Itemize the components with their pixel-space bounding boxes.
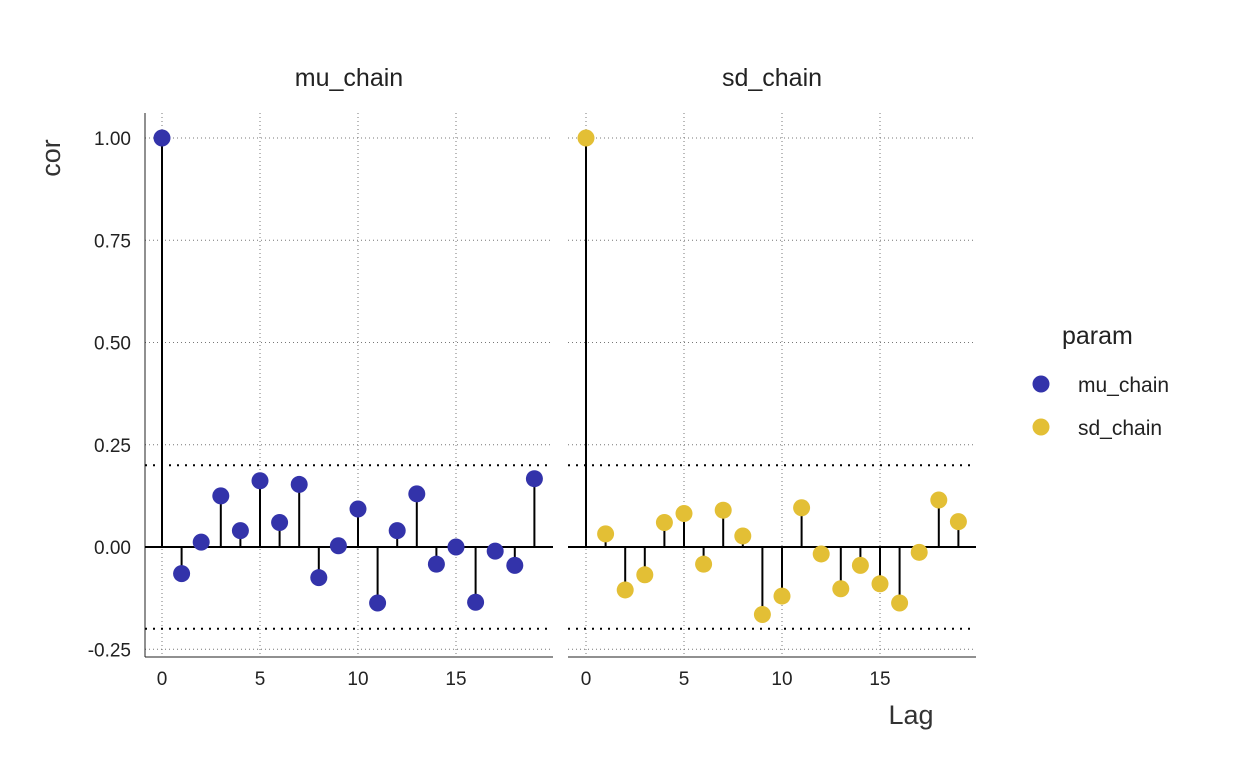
- acf-point: [597, 525, 615, 543]
- panel-title: sd_chain: [722, 64, 822, 92]
- acf-point: [793, 499, 811, 517]
- x-tick-label: 15: [445, 669, 466, 690]
- panel-sd_chain: 0 5 10 15 sd_chain: [568, 64, 976, 690]
- acf-point: [577, 129, 595, 147]
- facet-panels: 0 5 10 15 mu_chain 0 5 10 15 sd_chain: [144, 64, 976, 690]
- acf-point: [290, 475, 308, 493]
- acf-point: [871, 575, 889, 593]
- legend: param mu_chain sd_chain: [1032, 322, 1169, 440]
- acf-point: [231, 522, 249, 540]
- panel-mu_chain: 0 5 10 15 mu_chain: [144, 64, 553, 690]
- legend-label: mu_chain: [1078, 374, 1169, 397]
- acf-point: [173, 565, 191, 583]
- acf-point: [192, 533, 210, 551]
- y-tick-label: 0.50: [94, 334, 131, 355]
- y-axis: -0.25 0.00 0.25 0.50 0.75 1.00: [88, 129, 131, 661]
- acf-point: [616, 581, 634, 599]
- legend-label: sd_chain: [1078, 417, 1162, 440]
- x-tick-label: 10: [347, 669, 368, 690]
- acf-point: [851, 556, 869, 574]
- y-tick-label: -0.25: [88, 640, 131, 661]
- acf-point: [467, 593, 485, 611]
- acf-point: [153, 129, 171, 147]
- acf-point: [408, 485, 426, 503]
- acf-point: [714, 501, 732, 519]
- y-tick-label: 1.00: [94, 129, 131, 150]
- acf-point: [812, 545, 830, 563]
- acf-point: [447, 538, 465, 556]
- x-tick-label: 0: [157, 669, 168, 690]
- acf-point: [891, 594, 909, 612]
- acf-point: [753, 605, 771, 623]
- acf-point: [734, 527, 752, 545]
- acf-point: [369, 594, 387, 612]
- y-tick-label: 0.75: [94, 231, 131, 252]
- x-axis-title: Lag: [888, 700, 933, 730]
- y-tick-label: 0.25: [94, 436, 131, 457]
- acf-point: [773, 587, 791, 605]
- acf-point: [695, 555, 713, 573]
- acf-point: [675, 504, 693, 522]
- acf-point: [329, 537, 347, 555]
- x-tick-label: 5: [679, 669, 690, 690]
- legend-title: param: [1062, 322, 1133, 350]
- panel-title: mu_chain: [295, 64, 403, 92]
- legend-entry: sd_chain: [1032, 417, 1162, 440]
- acf-point: [506, 556, 524, 574]
- acf-point: [349, 500, 367, 518]
- legend-key: [1032, 418, 1050, 436]
- x-tick-label: 15: [869, 669, 890, 690]
- acf-point: [251, 472, 269, 490]
- legend-entries: mu_chain sd_chain: [1032, 374, 1169, 440]
- acf-point: [427, 555, 445, 573]
- acf-point: [310, 569, 328, 587]
- y-axis-title: cor: [36, 139, 66, 177]
- acf-point: [832, 580, 850, 598]
- x-tick-label: 10: [771, 669, 792, 690]
- acf-point: [486, 542, 504, 560]
- acf-point: [910, 543, 928, 561]
- acf-point: [212, 487, 230, 505]
- acf-point: [949, 513, 967, 531]
- y-tick-label: 0.00: [94, 538, 131, 559]
- acf-point: [930, 491, 948, 509]
- acf-point: [271, 513, 289, 531]
- x-tick-label: 5: [255, 669, 266, 690]
- legend-entry: mu_chain: [1032, 374, 1169, 397]
- acf-point: [388, 522, 406, 540]
- acf-point: [525, 470, 543, 488]
- acf-point: [655, 513, 673, 531]
- x-tick-label: 0: [581, 669, 592, 690]
- legend-key: [1032, 375, 1050, 393]
- acf-point: [636, 566, 654, 584]
